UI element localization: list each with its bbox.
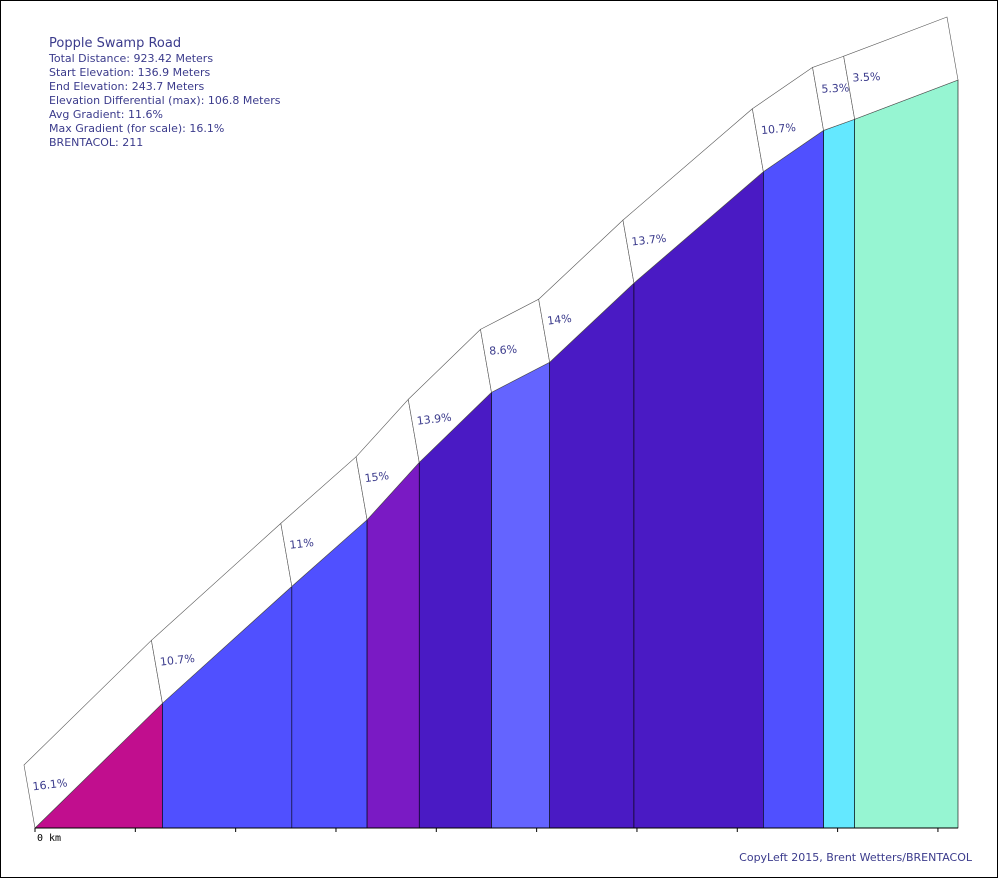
chart-title: Popple Swamp Road xyxy=(49,36,182,51)
profile-segment-8 xyxy=(633,171,764,829)
gradient-label-2: 10.7% xyxy=(159,652,195,669)
profile-segment-4 xyxy=(366,461,420,829)
gradient-label-5: 13.9% xyxy=(416,411,452,428)
profile-segment-7 xyxy=(549,282,635,829)
profile-segment-10 xyxy=(823,118,855,829)
stat-end-elevation: End Elevation: 243.7 Meters xyxy=(49,80,205,93)
gradient-label-8: 13.7% xyxy=(631,232,667,249)
gradient-label-3: 11% xyxy=(289,536,315,552)
profile-segment-9 xyxy=(763,129,824,829)
route-info: Popple Swamp Road Total Distance: 923.42… xyxy=(49,36,280,150)
profile-segment-6 xyxy=(491,361,550,829)
profile-segment-5 xyxy=(418,391,492,829)
gradient-label-11: 3.5% xyxy=(852,70,881,85)
gradient-label-6: 8.6% xyxy=(489,343,518,358)
x-tick-label-0: 0 km xyxy=(37,833,61,844)
stat-avg-gradient: Avg Gradient: 11.6% xyxy=(49,108,163,121)
gradient-label-9: 10.7% xyxy=(760,121,796,137)
gradient-label-4: 15% xyxy=(364,469,390,485)
gradient-label-1: 16.1% xyxy=(32,776,68,793)
profile-surface-11 xyxy=(843,16,959,120)
copyright-credit: CopyLeft 2015, Brent Wetters/BRENTACOL xyxy=(739,851,972,864)
gradient-label-7: 14% xyxy=(547,312,573,328)
stat-start-elevation: Start Elevation: 136.9 Meters xyxy=(49,66,211,79)
stat-max-gradient: Max Gradient (for scale): 16.1% xyxy=(49,122,225,135)
stat-brentacol: BRENTACOL: 211 xyxy=(49,136,144,149)
stat-elevation-differential: Elevation Differential (max): 106.8 Mete… xyxy=(49,94,281,107)
gradient-label-10: 5.3% xyxy=(821,81,850,95)
stat-total-distance: Total Distance: 923.42 Meters xyxy=(49,52,214,65)
profile-segment-11 xyxy=(854,79,959,829)
